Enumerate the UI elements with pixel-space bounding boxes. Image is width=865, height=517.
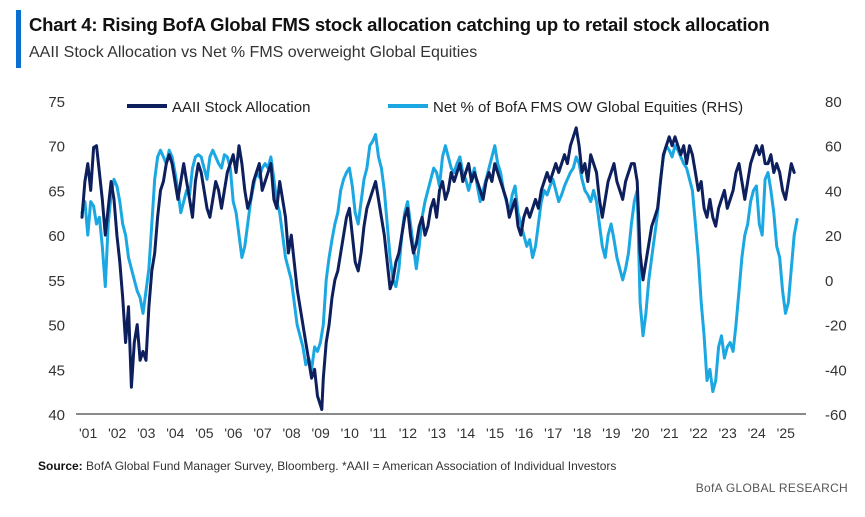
title-accent-bar (16, 10, 21, 68)
x-tick-label: '07 (253, 425, 271, 441)
y-left-tick-label: 50 (48, 318, 65, 335)
series-line-aaii (80, 126, 796, 411)
x-tick-label: '09 (312, 425, 330, 441)
brand-label: BofA GLOBAL RESEARCH (695, 481, 848, 495)
y-left-tick-label: 45 (48, 362, 65, 379)
x-tick-label: '08 (282, 425, 300, 441)
chart-subtitle: AAII Stock Allocation vs Net % FMS overw… (29, 44, 478, 61)
x-tick-label: '22 (689, 425, 707, 441)
source-text: BofA Global Fund Manager Survey, Bloombe… (86, 459, 617, 473)
y-left-tick-label: 60 (48, 228, 65, 245)
x-tick-label: '19 (602, 425, 620, 441)
y-left-tick-label: 70 (48, 139, 65, 156)
x-tick-label: '10 (341, 425, 359, 441)
legend-label-aaii: AAII Stock Allocation (172, 99, 310, 116)
x-tick-label: '14 (457, 425, 475, 441)
y-right-tick-label: -40 (825, 362, 847, 379)
x-tick-label: '15 (486, 425, 504, 441)
x-tick-label: '12 (399, 425, 417, 441)
x-tick-label: '03 (137, 425, 155, 441)
chart-title: Chart 4: Rising BofA Global FMS stock al… (29, 14, 770, 35)
y-right-tick-label: 60 (825, 139, 842, 156)
source-label: Source: (38, 459, 83, 473)
x-tick-label: '18 (573, 425, 591, 441)
series-line-fms (80, 133, 799, 394)
x-tick-label: '06 (224, 425, 242, 441)
source-note: Source: BofA Global Fund Manager Survey,… (38, 459, 616, 473)
y-right-tick-label: 80 (825, 94, 842, 111)
y-left-tick-label: 40 (48, 407, 65, 424)
x-tick-label: '01 (79, 425, 97, 441)
legend-label-fms: Net % of BofA FMS OW Global Equities (RH… (433, 99, 743, 116)
y-right-tick-label: -60 (825, 407, 847, 424)
x-tick-label: '04 (166, 425, 184, 441)
x-tick-label: '05 (195, 425, 213, 441)
y-left-tick-label: 75 (48, 94, 65, 111)
x-tick-label: '02 (108, 425, 126, 441)
x-tick-label: '21 (660, 425, 678, 441)
x-tick-label: '25 (777, 425, 795, 441)
y-right-tick-label: 20 (825, 228, 842, 245)
chart: 75 70 65 60 55 50 45 40 80 60 40 20 0 -20 -40 -60 '01 '02… (48, 94, 847, 441)
x-tick-label: '11 (370, 425, 387, 441)
y-left-tick-label: 55 (48, 273, 65, 290)
y-right-tick-label: 40 (825, 183, 842, 200)
x-tick-label: '20 (631, 425, 649, 441)
x-tick-label: '17 (544, 425, 562, 441)
y-left-tick-label: 65 (48, 183, 65, 200)
x-tick-label: '16 (515, 425, 533, 441)
x-tick-label: '13 (428, 425, 446, 441)
y-right-tick-label: -20 (825, 318, 847, 335)
y-right-tick-label: 0 (825, 273, 833, 290)
x-tick-label: '23 (719, 425, 737, 441)
x-tick-label: '24 (748, 425, 766, 441)
